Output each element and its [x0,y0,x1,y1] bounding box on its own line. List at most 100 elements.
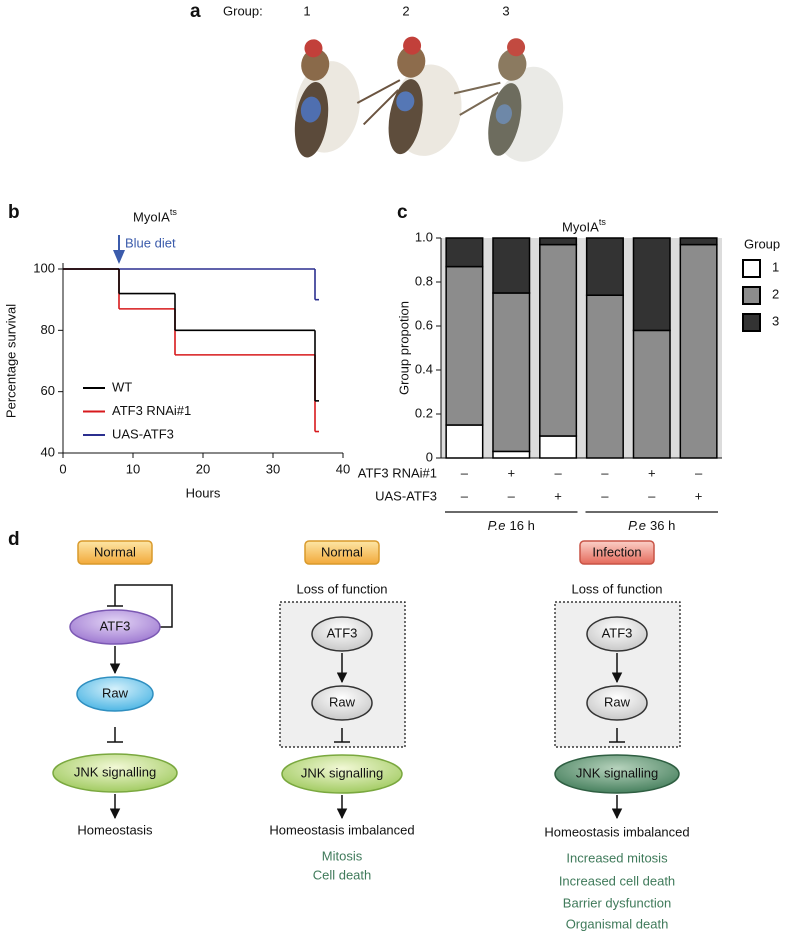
y-tick-label: 100 [33,260,55,275]
x-tick-label: 40 [336,461,350,476]
condition-sign: – [554,465,562,480]
group-label-italic: P.e [488,518,506,533]
plot-background [441,238,722,458]
y-tick-label: 80 [41,322,55,337]
node: ATF3 [100,618,131,633]
bar-segment [492,237,531,294]
outcome: Homeostasis [77,822,153,837]
effect: Mitosis [322,848,363,863]
legend-label: 2 [772,286,779,301]
y-tick-label: 0.2 [415,405,433,420]
x-tick-label: 20 [196,461,210,476]
superscript: ts [170,207,178,217]
node: Raw [329,694,356,709]
bar-segment [585,294,624,459]
y-tick-label: 60 [41,383,55,398]
panel-label: d [8,529,20,550]
bar-segment [539,243,578,437]
legend-swatch [742,286,761,305]
legend-label: 3 [772,313,779,328]
bar-segment [679,243,718,459]
condition-sign: + [695,488,703,503]
condition-sign: – [601,465,609,480]
box-title: Loss of function [571,581,662,596]
condition-sign: – [461,465,469,480]
legend-label: ATF3 RNAi#1 [112,403,191,418]
group-label-text: 36 h [650,518,675,533]
outcome: Homeostasis imbalanced [269,822,414,837]
group-number: 1 [303,3,310,18]
effect: Increased mitosis [566,850,668,865]
chart-title: MyoIAts [562,217,606,234]
bar-segment [492,292,531,453]
legend-label: UAS-ATF3 [112,426,174,441]
node: JNK signalling [74,764,156,779]
bar-segment [539,435,578,459]
y-axis-label: Percentage survival [3,304,18,418]
condition-name: ATF3 RNAi#1 [358,465,437,480]
legend-label: 1 [772,259,779,274]
y-tick-label: 0.8 [415,273,433,288]
node: Raw [102,685,129,700]
node: JNK signalling [576,765,658,780]
x-tick-label: 10 [126,461,140,476]
x-tick-label: 0 [59,461,66,476]
group-label: P.e 36 h [628,518,675,533]
condition-sign: – [695,465,703,480]
condition-sign: – [461,488,469,503]
bar-segment [492,450,531,459]
effect: Cell death [313,867,372,882]
legend-swatch [742,313,761,332]
panel-label: b [8,202,20,223]
condition-name: UAS-ATF3 [375,488,437,503]
effect: Organismal death [566,916,669,931]
condition-sign: + [554,488,562,503]
legend-title: Group [744,236,780,251]
diagram [52,540,681,820]
y-tick-label: 40 [41,444,55,459]
condition-sign: + [507,465,515,480]
bar-segment [632,329,671,459]
condition: Normal [321,544,363,559]
superscript: ts [599,217,607,227]
annotation-arrowhead [113,250,125,264]
legend-swatch [742,259,761,278]
panel-label: c [397,202,408,223]
bar-segment [632,237,671,332]
condition-sign: + [648,465,656,480]
annotation: Blue diet [125,235,176,250]
bar-segment [445,265,484,426]
node: JNK signalling [301,765,383,780]
legend-label: WT [112,379,132,394]
group-number: 3 [502,3,509,18]
bar-segment [679,237,718,246]
group-number: 2 [402,3,409,18]
condition-sign: – [601,488,609,503]
group-label-italic: P.e [628,518,646,533]
y-tick-label: 0 [426,449,433,464]
y-tick-label: 0.4 [415,361,433,376]
group-label: P.e 16 h [488,518,535,533]
y-axis-label: Group propotion [396,301,411,395]
box-title: Loss of function [296,581,387,596]
node: ATF3 [602,625,633,640]
outcome: Homeostasis imbalanced [544,824,689,839]
x-axis-label: Hours [186,485,221,500]
condition-sign: – [648,488,656,503]
diagram-text: Normal ATF3 Raw JNK signalling Homeostas… [74,544,690,931]
panel-label: a [190,1,201,22]
group-label-text: 16 h [510,518,535,533]
bar-segment [445,237,484,268]
condition-sign: – [508,488,516,503]
condition: Normal [94,544,136,559]
fly-photo [294,36,564,162]
effect: Barrier dysfunction [563,895,671,910]
bar-segment [539,237,578,246]
condition: Infection [592,544,641,559]
chart-title: MyoIAts [133,207,177,224]
y-tick-label: 1.0 [415,229,433,244]
bar-segment [585,237,624,296]
node: Raw [604,694,631,709]
effect: Increased cell death [559,873,675,888]
